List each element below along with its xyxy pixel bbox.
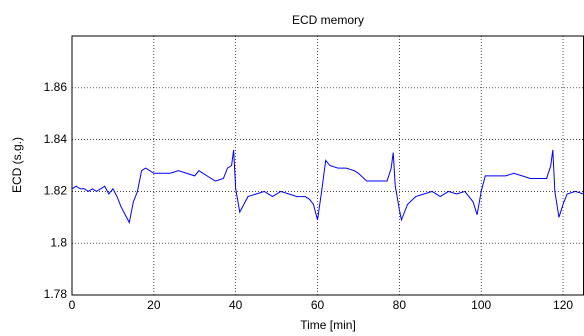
data-line: [72, 149, 584, 224]
x-tick-label: 60: [311, 298, 325, 312]
x-tick-label: 100: [471, 298, 491, 312]
chart-title: ECD memory: [292, 13, 364, 27]
x-tick-label: 0: [69, 298, 76, 312]
x-tick-label: 40: [229, 298, 243, 312]
y-tick-label: 1.82: [44, 184, 68, 198]
y-tick-label: 1.78: [44, 287, 68, 301]
x-tick-label: 20: [147, 298, 161, 312]
y-tick-label: 1.86: [44, 80, 68, 94]
y-tick-label: 1.8: [50, 235, 67, 249]
x-axis-label: Time [min]: [300, 318, 356, 332]
y-tick-label: 1.84: [44, 132, 68, 146]
x-tick-label: 120: [553, 298, 573, 312]
plot-area: [71, 35, 584, 296]
y-axis-label: ECD (s.g.): [10, 137, 24, 193]
x-tick-label: 80: [393, 298, 407, 312]
